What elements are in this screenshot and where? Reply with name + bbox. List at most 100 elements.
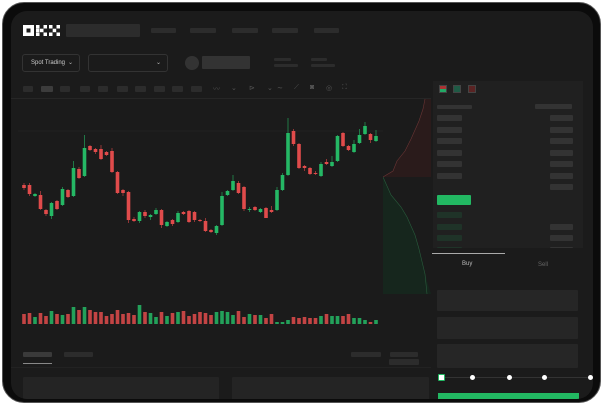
candle-body (368, 134, 373, 140)
volume-bar (352, 318, 356, 324)
market-selector[interactable]: Spot Trading ⌄ (22, 54, 80, 72)
candle-body (110, 151, 114, 172)
nav-item[interactable] (272, 28, 298, 33)
tab-order-history[interactable] (64, 352, 93, 357)
nav-item[interactable] (190, 28, 216, 33)
candle-body (27, 185, 32, 194)
book-view-asks-icon[interactable] (468, 85, 476, 93)
timeframe-button[interactable] (23, 86, 33, 92)
volume-bar (242, 317, 246, 324)
candle-body (22, 185, 26, 188)
volume-bar (159, 312, 164, 324)
settings-icon[interactable]: ◎ (326, 85, 333, 92)
volume-bar (49, 311, 54, 324)
candle-body (176, 213, 180, 222)
timeframe-button[interactable] (191, 86, 202, 92)
slider-stop[interactable] (438, 374, 445, 381)
chevron-down-icon[interactable]: ⌄ (231, 85, 237, 92)
camera-icon[interactable]: ◙ (310, 84, 315, 91)
filter-button[interactable] (351, 352, 381, 357)
ask-price (437, 115, 462, 121)
candle-body (214, 226, 219, 233)
volume-bar (66, 314, 70, 324)
volume-bar (363, 320, 367, 324)
depth-bid-area (383, 177, 431, 294)
pair-selector[interactable]: ⌄ (88, 54, 168, 72)
line-icon[interactable]: ⊳ (249, 85, 255, 92)
volume-bar (88, 310, 92, 324)
tab-open-orders[interactable] (23, 352, 52, 357)
bid-price (437, 224, 462, 230)
amount-slider-track[interactable] (441, 377, 591, 378)
volume-bar (121, 314, 125, 324)
volume-bar (33, 317, 37, 324)
timeframe-button[interactable] (135, 86, 146, 92)
candle-body (192, 212, 197, 220)
nav-item[interactable] (314, 28, 339, 33)
volume-bar (170, 313, 175, 324)
book-view-both-icon[interactable] (439, 85, 447, 93)
candle-body (286, 133, 290, 175)
slider-stop[interactable] (541, 375, 547, 380)
candle-body (66, 190, 70, 197)
book-view-bids-icon[interactable] (453, 85, 461, 93)
candle-body (71, 168, 76, 196)
volume-bar (22, 314, 26, 324)
volume-bar (148, 313, 153, 324)
market-selector-label: Spot Trading (31, 60, 66, 66)
candle-body (55, 201, 59, 209)
chevron-down-icon[interactable]: ⌄ (267, 85, 273, 92)
tab-sell[interactable]: Sell (538, 262, 549, 268)
amount-input[interactable] (437, 317, 578, 339)
volume-bar (308, 318, 312, 324)
candlestick-chart[interactable] (18, 99, 383, 334)
candle-body (143, 212, 147, 216)
candle-body (275, 190, 279, 210)
view-all-button[interactable] (390, 352, 418, 357)
ask-amount (550, 127, 573, 133)
slider-stop[interactable] (469, 375, 475, 380)
wave-icon[interactable]: ∼ (277, 85, 283, 92)
slider-stop[interactable] (587, 375, 593, 380)
volume-bar (269, 314, 274, 324)
nav-item[interactable] (232, 28, 258, 33)
indicator-icon[interactable]: 〰 (213, 86, 220, 93)
depth-ask-area (383, 99, 431, 177)
candle-body (308, 168, 312, 174)
timeframe-button[interactable] (41, 86, 53, 92)
candle-body (33, 194, 37, 196)
candle-body (154, 210, 158, 214)
candle-body (137, 212, 142, 221)
volume-bar (247, 314, 252, 324)
bid-price (437, 235, 462, 241)
nav-item[interactable] (151, 28, 176, 33)
timeframe-button[interactable] (80, 86, 90, 92)
timeframe-button[interactable] (60, 86, 70, 92)
search-bar[interactable] (66, 24, 140, 37)
slider-stop[interactable] (506, 375, 512, 380)
timeframe-button[interactable] (98, 86, 108, 92)
fullscreen-icon[interactable]: ⛶ (342, 84, 347, 91)
candle-body (225, 191, 230, 195)
volume-bar (258, 315, 263, 324)
volume-bar (154, 317, 158, 324)
ruler-icon[interactable]: ⟋ (294, 84, 299, 91)
ask-price (437, 150, 462, 156)
volume-bar (236, 311, 241, 324)
timeframe-button[interactable] (154, 86, 165, 92)
price-input[interactable] (437, 290, 578, 311)
volume-bar (264, 318, 268, 324)
candle-body (209, 230, 213, 232)
volume-bar (319, 316, 323, 324)
timeframe-button[interactable] (172, 86, 183, 92)
volume-bar (220, 311, 224, 324)
tab-buy[interactable]: Buy (462, 261, 473, 267)
total-input[interactable] (437, 344, 578, 368)
timeframe-button[interactable] (117, 86, 128, 92)
candle-body (159, 210, 164, 225)
coin-icon (185, 56, 199, 70)
volume-bar (335, 316, 340, 324)
volume-bar (55, 314, 59, 324)
okx-logo[interactable] (23, 25, 61, 36)
buy-button[interactable] (438, 393, 579, 399)
